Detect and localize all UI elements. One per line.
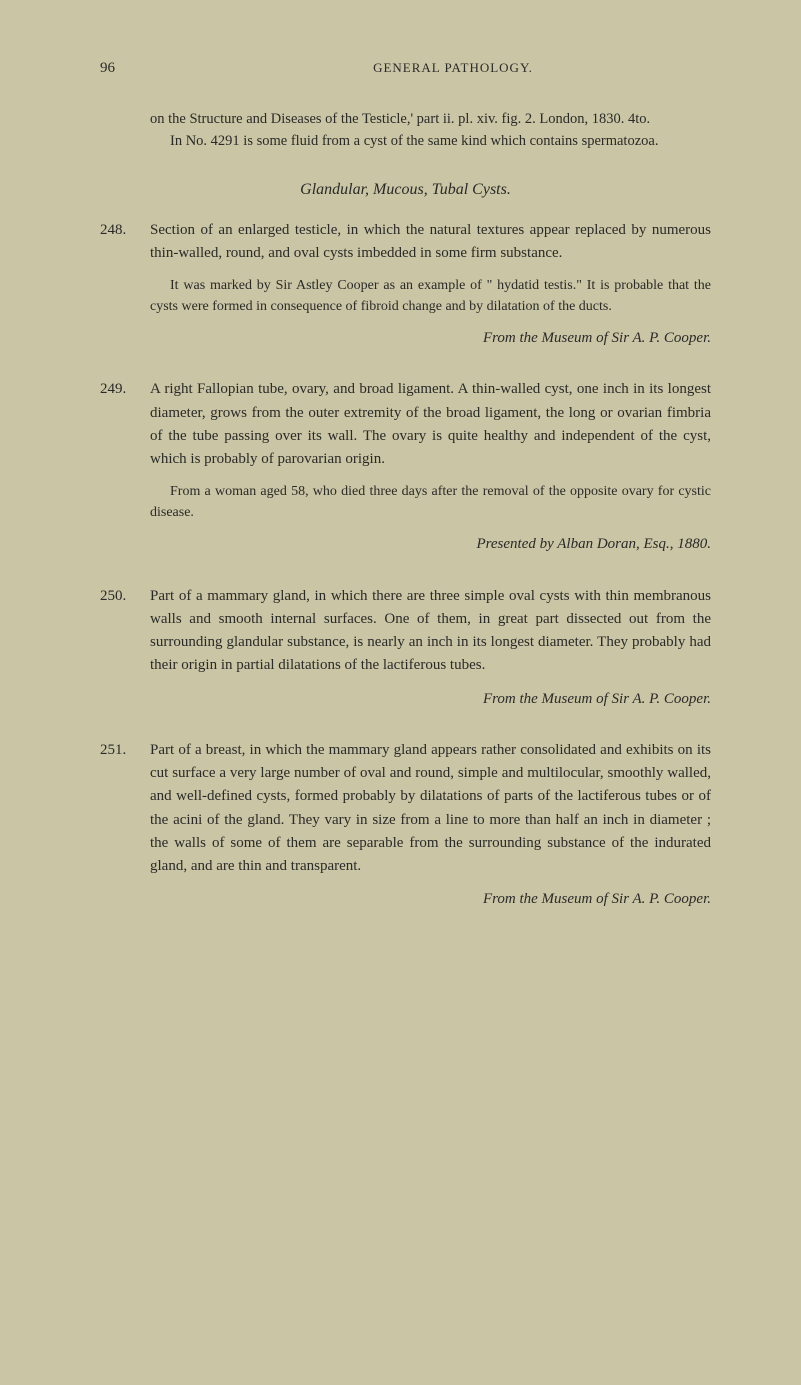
intro-continuation: on the Structure and Diseases of the Tes…: [150, 109, 711, 153]
page-number: 96: [100, 60, 115, 77]
intro-line-1: on the Structure and Diseases of the Tes…: [150, 109, 711, 131]
entry-main-text: Part of a mammary gland, in which there …: [150, 585, 711, 678]
entry-249: 249. A right Fallopian tube, ovary, and …: [100, 378, 711, 566]
entry-attribution: From the Museum of Sir A. P. Cooper.: [150, 688, 711, 711]
entry-248: 248. Section of an enlarged testicle, in…: [100, 219, 711, 361]
entry-attribution: Presented by Alban Doran, Esq., 1880.: [150, 533, 711, 556]
entry-251: 251. Part of a breast, in which the mamm…: [100, 739, 711, 922]
entry-250: 250. Part of a mammary gland, in which t…: [100, 585, 711, 721]
entry-number: 250.: [100, 585, 150, 721]
entry-body: Section of an enlarged testicle, in whic…: [150, 219, 711, 361]
entry-attribution: From the Museum of Sir A. P. Cooper.: [150, 327, 711, 350]
entry-attribution: From the Museum of Sir A. P. Cooper.: [150, 888, 711, 911]
intro-line-2: In No. 4291 is some fluid from a cyst of…: [150, 131, 711, 153]
entry-body: A right Fallopian tube, ovary, and broad…: [150, 378, 711, 566]
entry-number: 248.: [100, 219, 150, 361]
running-header: GENERAL PATHOLOGY.: [115, 60, 711, 77]
entry-body: Part of a mammary gland, in which there …: [150, 585, 711, 721]
entry-note: It was marked by Sir Astley Cooper as an…: [150, 275, 711, 317]
section-heading: Glandular, Mucous, Tubal Cysts.: [100, 181, 711, 199]
entry-body: Part of a breast, in which the mammary g…: [150, 739, 711, 922]
entry-number: 249.: [100, 378, 150, 566]
entry-note: From a woman aged 58, who died three day…: [150, 481, 711, 523]
page-header: 96 GENERAL PATHOLOGY.: [100, 60, 711, 77]
entry-main-text: A right Fallopian tube, ovary, and broad…: [150, 378, 711, 471]
entry-main-text: Section of an enlarged testicle, in whic…: [150, 219, 711, 266]
entry-number: 251.: [100, 739, 150, 922]
entry-main-text: Part of a breast, in which the mammary g…: [150, 739, 711, 879]
